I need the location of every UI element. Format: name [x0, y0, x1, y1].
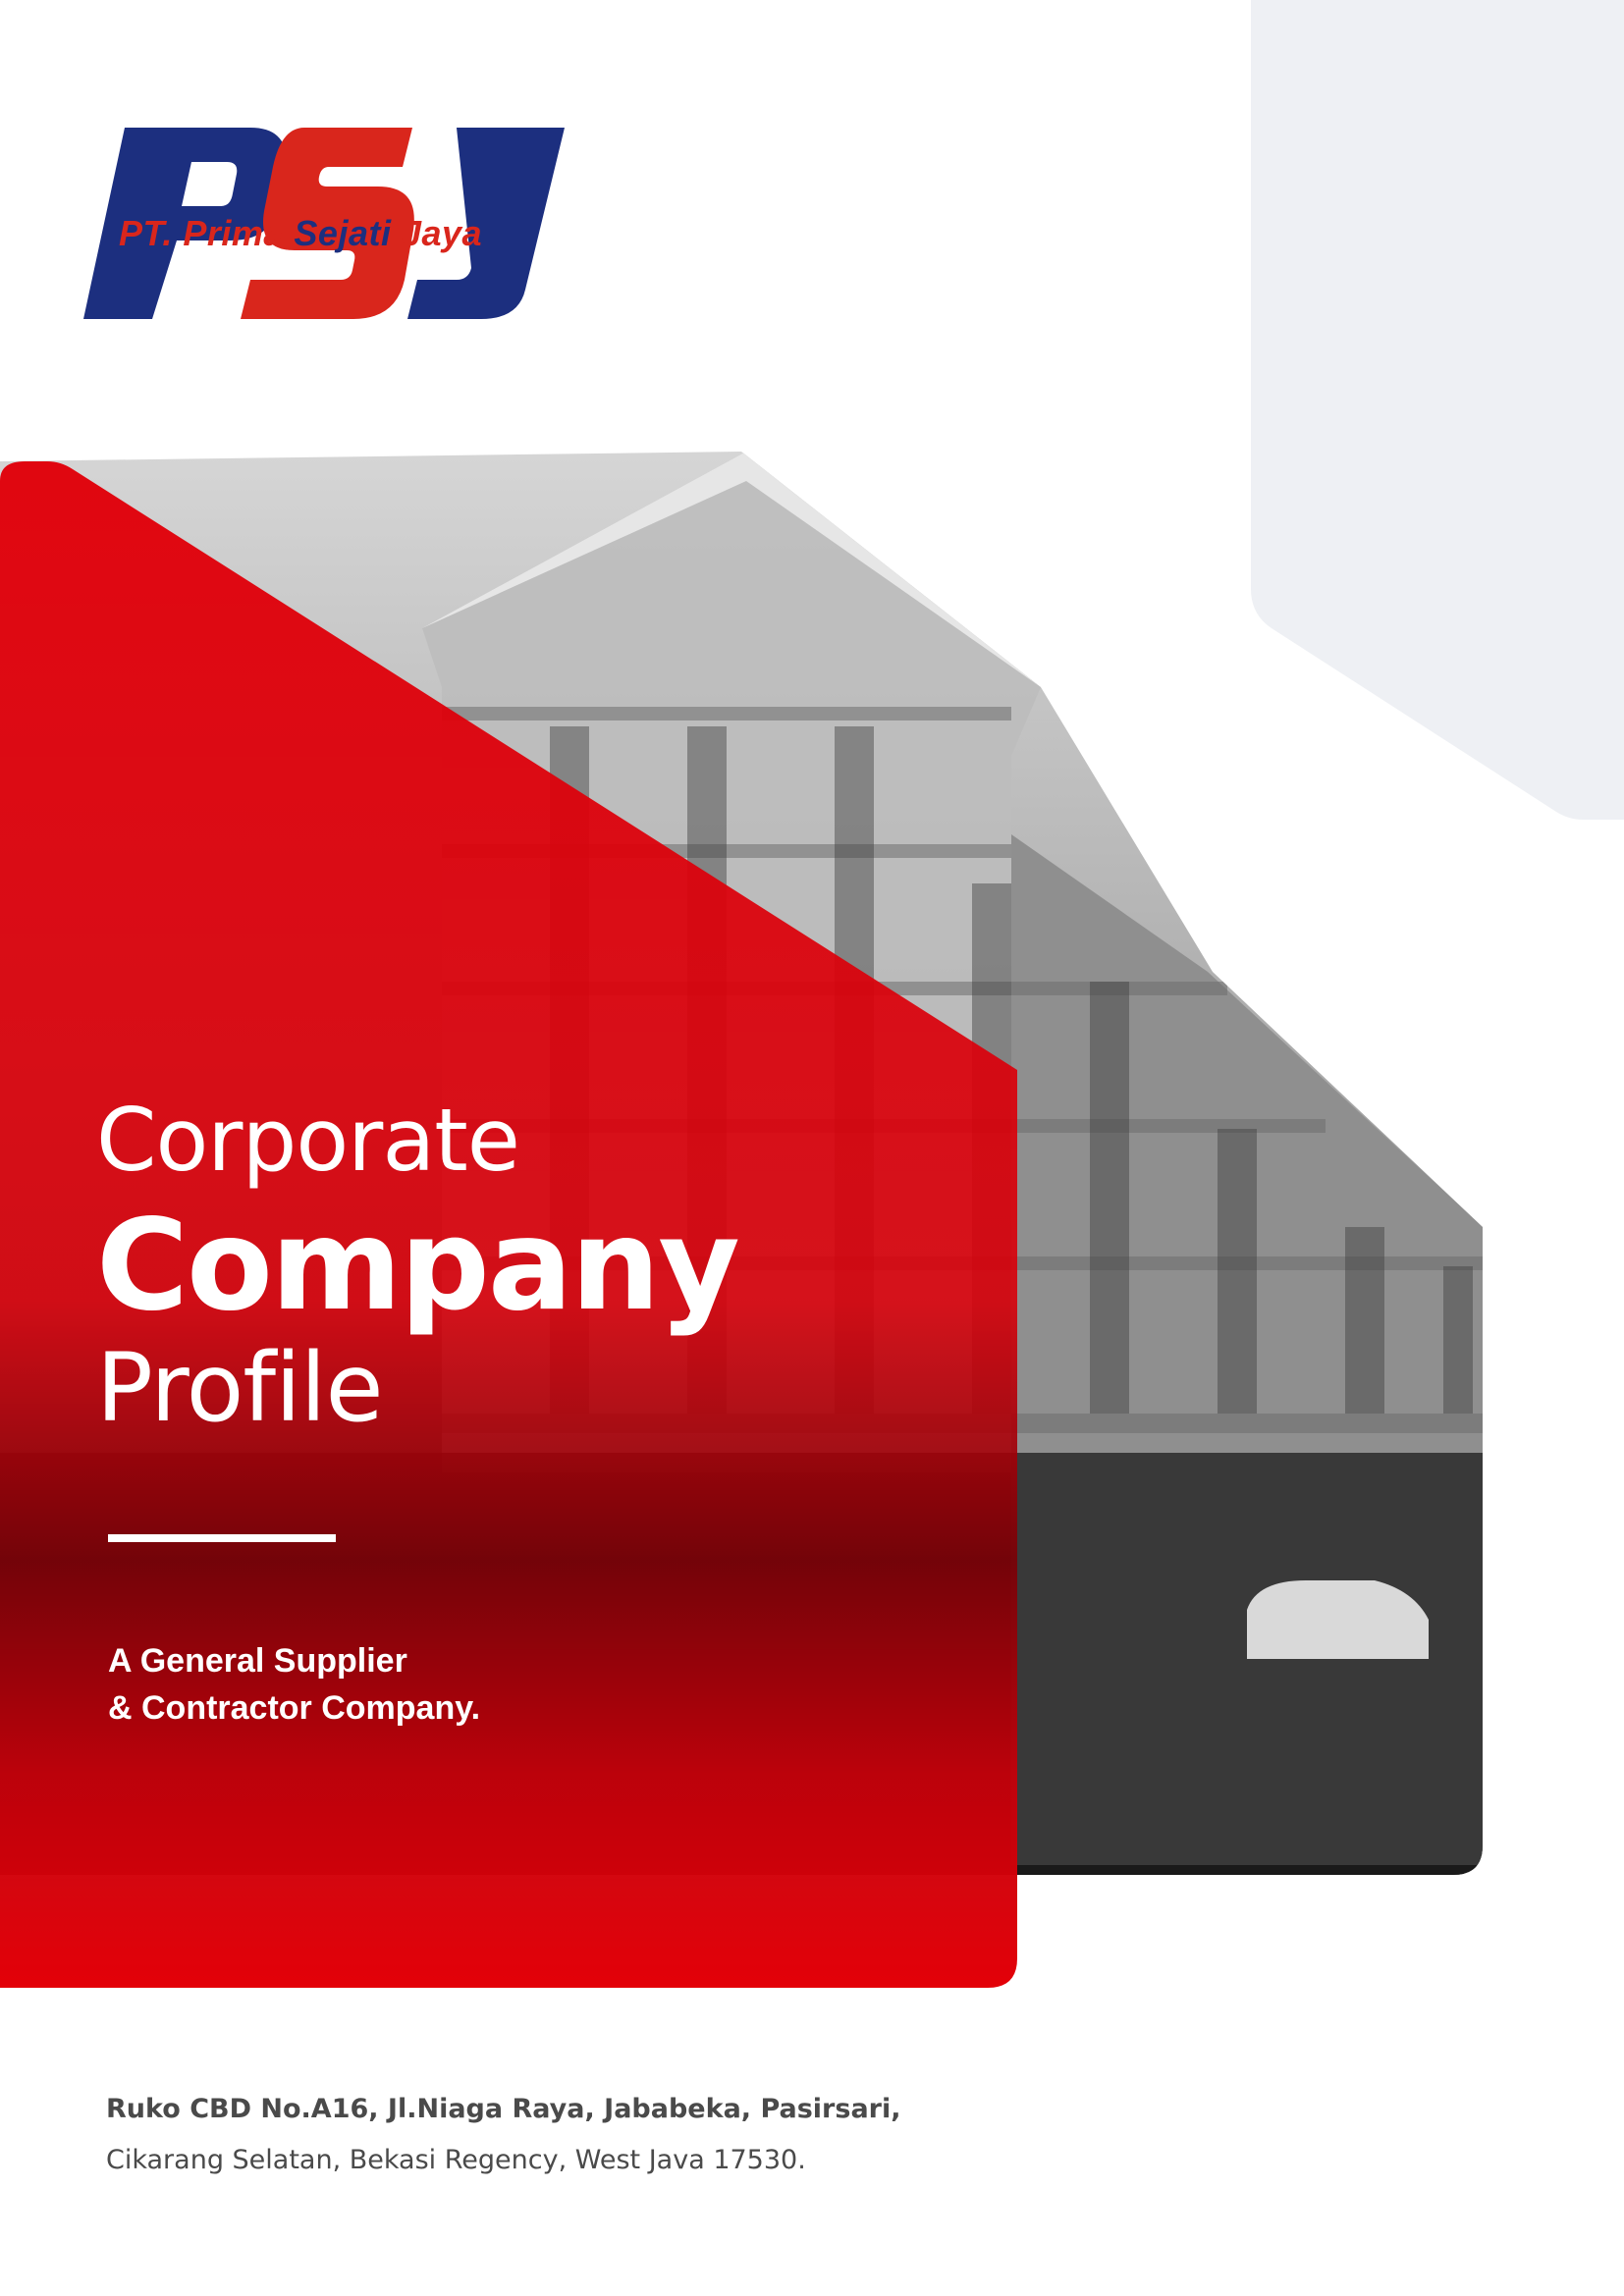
title-company: Company: [96, 1193, 740, 1339]
title-divider: [108, 1534, 336, 1542]
logo-tagline-jaya: Jaya: [401, 213, 483, 253]
psj-logo-mark: [83, 128, 565, 319]
red-overlay: [0, 461, 1017, 1988]
cover-subtitle: A General Supplier & Contractor Company.: [108, 1637, 480, 1732]
company-logo: PT. Prima Sejati Jaya: [83, 123, 565, 334]
company-address: Ruko CBD No.A16, Jl.Niaga Raya, Jababeka…: [106, 2084, 901, 2186]
cover-title: Corporate Company Profile: [96, 1090, 740, 1443]
address-line1: Ruko CBD No.A16, Jl.Niaga Raya, Jababeka…: [106, 2094, 901, 2124]
address-line2: Cikarang Selatan, Bekasi Regency, West J…: [106, 2145, 806, 2175]
logo-tagline-prima: PT. Prima: [119, 213, 284, 253]
subtitle-line1: A General Supplier: [108, 1642, 407, 1680]
title-profile: Profile: [96, 1333, 383, 1443]
title-corporate: Corporate: [96, 1090, 520, 1191]
logo-tagline: PT. Prima Sejati Jaya: [119, 213, 482, 254]
subtitle-line2: & Contractor Company.: [108, 1689, 481, 1727]
logo-tagline-sejati: Sejati: [294, 213, 392, 253]
